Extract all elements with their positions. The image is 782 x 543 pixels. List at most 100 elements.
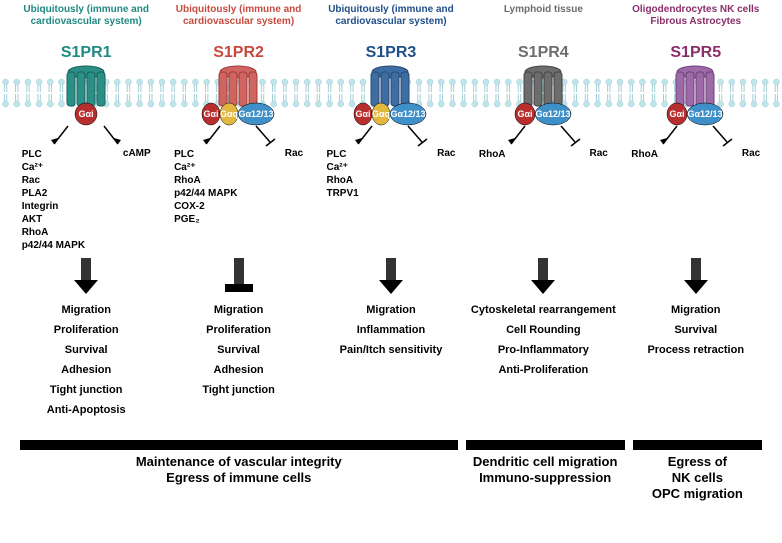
- signaling-item: PLC: [174, 148, 237, 161]
- receptor-header: Lymphoid tissue S1PR4: [471, 0, 616, 62]
- signaling-left-list: PLCCa²⁺RhoAp42/44 MAPKCOX-2PGE₂: [174, 148, 237, 226]
- signaling-item: PLC: [326, 148, 358, 161]
- signaling-item: RhoA: [326, 174, 358, 187]
- signaling-column: PLCCa²⁺RhoAp42/44 MAPKCOX-2PGE₂ Rac: [166, 148, 311, 258]
- big-arrow: [623, 258, 768, 296]
- functions-row: MigrationProliferationSurvivalAdhesionTi…: [0, 300, 782, 420]
- signaling-item: TRPV1: [326, 187, 358, 200]
- receptor-name: S1PR1: [61, 44, 112, 62]
- signaling-column: RhoA Rac: [623, 148, 768, 258]
- signaling-right-list: Rac: [437, 148, 455, 159]
- function-item: Pro-Inflammatory: [471, 340, 616, 360]
- expression-label: Ubiquitously (immune and cardiovascular …: [166, 4, 311, 42]
- big-arrow: [166, 258, 311, 296]
- function-item: Anti-Apoptosis: [14, 400, 159, 420]
- svg-text:Gαi: Gαi: [78, 109, 93, 119]
- expression-label: Ubiquitously (immune and cardiovascular …: [318, 4, 463, 42]
- function-list: MigrationProliferationSurvivalAdhesionTi…: [14, 300, 159, 420]
- svg-text:Gαi: Gαi: [356, 109, 371, 119]
- function-item: Process retraction: [623, 340, 768, 360]
- function-item: Migration: [318, 300, 463, 320]
- signaling-column: PLCCa²⁺RhoATRPV1 Rac: [318, 148, 463, 258]
- summary-label: Maintenance of vascular integrityEgress …: [20, 454, 458, 486]
- signaling-left-list: RhoA: [631, 148, 658, 161]
- signaling-right-list: Rac: [285, 148, 303, 159]
- signaling-item: Rac: [590, 148, 608, 159]
- receptor-body: Gαi: [14, 62, 159, 152]
- receptor-header: Ubiquitously (immune and cardiovascular …: [166, 0, 311, 62]
- signaling-item: Rac: [22, 174, 85, 187]
- signaling-item: PLA2: [22, 187, 85, 200]
- function-item: Inflammation: [318, 320, 463, 340]
- bottom-summary-row: Maintenance of vascular integrityEgress …: [0, 440, 782, 502]
- expression-label: Lymphoid tissue: [504, 4, 583, 42]
- receptor-body: GαiGαqGα12/13: [318, 62, 463, 152]
- function-item: Adhesion: [166, 360, 311, 380]
- svg-text:Gαi: Gαi: [204, 109, 219, 119]
- function-item: Cell Rounding: [471, 320, 616, 340]
- signaling-row: PLCCa²⁺RacPLA2IntegrinAKTRhoAp42/44 MAPK…: [0, 148, 782, 258]
- function-item: Pain/Itch sensitivity: [318, 340, 463, 360]
- signaling-item: Rac: [437, 148, 455, 159]
- signaling-item: cAMP: [123, 148, 151, 159]
- signaling-column: PLCCa²⁺RacPLA2IntegrinAKTRhoAp42/44 MAPK…: [14, 148, 159, 258]
- big-arrow: [14, 258, 159, 296]
- function-list: MigrationInflammationPain/Itch sensitivi…: [318, 300, 463, 420]
- function-item: Proliferation: [166, 320, 311, 340]
- function-item: Anti-Proliferation: [471, 360, 616, 380]
- signaling-item: AKT: [22, 213, 85, 226]
- svg-text:Gαq: Gαq: [220, 109, 238, 119]
- receptor-header: Ubiquitously (immune and cardiovascular …: [318, 0, 463, 62]
- receptor-header: Ubiquitously (immune and cardiovascular …: [14, 0, 159, 62]
- signaling-item: Ca²⁺: [22, 161, 85, 174]
- svg-text:Gαq: Gαq: [372, 109, 390, 119]
- receptor-body: GαiGα12/13: [623, 62, 768, 152]
- signaling-right-list: Rac: [742, 148, 760, 159]
- signaling-item: RhoA: [631, 148, 658, 161]
- signaling-item: Rac: [742, 148, 760, 159]
- summary-bar: [633, 440, 762, 450]
- signaling-item: Rac: [285, 148, 303, 159]
- receptor-name: S1PR4: [518, 44, 569, 62]
- summary-bar: [20, 440, 458, 450]
- signaling-left-list: PLCCa²⁺RacPLA2IntegrinAKTRhoAp42/44 MAPK: [22, 148, 85, 252]
- signaling-item: COX-2: [174, 200, 237, 213]
- signaling-left-list: RhoA: [479, 148, 506, 161]
- signaling-item: PGE₂: [174, 213, 237, 226]
- receptor-header: Oligodendrocytes NK cells Fibrous Astroc…: [623, 0, 768, 62]
- signaling-right-list: cAMP: [123, 148, 151, 159]
- function-item: Tight junction: [14, 380, 159, 400]
- signaling-item: RhoA: [174, 174, 237, 187]
- function-item: Migration: [166, 300, 311, 320]
- big-arrow: [471, 258, 616, 296]
- receptor-name: S1PR5: [670, 44, 721, 62]
- function-item: Proliferation: [14, 320, 159, 340]
- function-list: Cytoskeletal rearrangementCell RoundingP…: [471, 300, 616, 420]
- summary-label: Egress ofNK cellsOPC migration: [633, 454, 762, 502]
- function-item: Adhesion: [14, 360, 159, 380]
- function-item: Survival: [14, 340, 159, 360]
- signaling-item: Ca²⁺: [326, 161, 358, 174]
- function-list: MigrationSurvivalProcess retraction: [623, 300, 768, 420]
- signaling-item: p42/44 MAPK: [22, 239, 85, 252]
- summary-label: Dendritic cell migrationImmuno-suppressi…: [466, 454, 625, 486]
- receptor-name: S1PR3: [366, 44, 417, 62]
- function-item: Survival: [166, 340, 311, 360]
- summary-group: Dendritic cell migrationImmuno-suppressi…: [466, 440, 625, 502]
- svg-text:Gαi: Gαi: [517, 109, 532, 119]
- expression-label: Ubiquitously (immune and cardiovascular …: [14, 4, 159, 42]
- svg-text:Gα12/13: Gα12/13: [688, 109, 723, 119]
- signaling-item: RhoA: [479, 148, 506, 161]
- signaling-left-list: PLCCa²⁺RhoATRPV1: [326, 148, 358, 200]
- signaling-right-list: Rac: [590, 148, 608, 159]
- svg-text:Gα12/13: Gα12/13: [239, 109, 274, 119]
- receptor-bodies-row: GαiGαiGαqGα12/13GαiGαqGα12/13GαiGα12/13G…: [0, 62, 782, 152]
- function-item: Migration: [14, 300, 159, 320]
- expression-label: Oligodendrocytes NK cells Fibrous Astroc…: [623, 4, 768, 42]
- signaling-item: RhoA: [22, 226, 85, 239]
- summary-group: Maintenance of vascular integrityEgress …: [20, 440, 458, 502]
- function-item: Tight junction: [166, 380, 311, 400]
- svg-text:Gα12/13: Gα12/13: [535, 109, 570, 119]
- function-item: Survival: [623, 320, 768, 340]
- signaling-item: p42/44 MAPK: [174, 187, 237, 200]
